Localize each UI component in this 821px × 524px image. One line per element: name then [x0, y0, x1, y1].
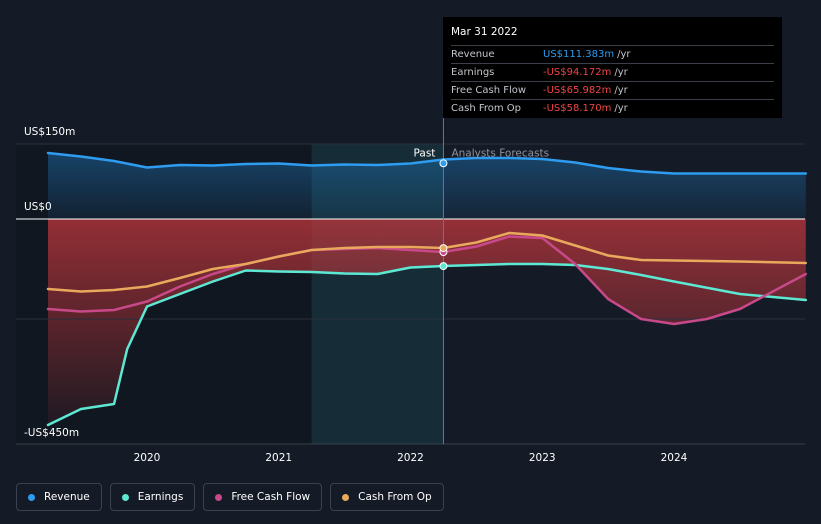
legend-label: Free Cash Flow	[231, 491, 311, 503]
y-tick-label: -US$450m	[24, 427, 79, 439]
tooltip-value: -US$65.982m	[543, 85, 612, 96]
forecast-label: Analysts Forecasts	[451, 148, 549, 160]
legend-dot-icon	[215, 493, 223, 501]
tooltip-value: -US$58.170m	[543, 103, 612, 114]
legend-item-cash-from-op[interactable]: Cash From Op	[330, 483, 444, 511]
legend-item-earnings[interactable]: Earnings	[109, 483, 196, 511]
legend-label: Cash From Op	[358, 491, 432, 503]
tooltip-unit: /yr	[614, 103, 628, 114]
x-tick-label: 2024	[661, 452, 688, 464]
tooltip-unit: /yr	[617, 49, 631, 60]
series-line-earnings	[46, 262, 808, 427]
highlight-point-earnings	[439, 262, 448, 271]
legend-label: Revenue	[44, 491, 90, 503]
y-tick-label: US$150m	[24, 126, 75, 138]
tooltip-unit: /yr	[614, 67, 628, 78]
highlight-point-revenue	[439, 159, 448, 168]
tooltip-label: Revenue	[451, 49, 495, 60]
legend-item-revenue[interactable]: Revenue	[16, 483, 102, 511]
series-line-revenue	[46, 151, 808, 175]
x-tick-label: 2021	[265, 452, 292, 464]
legend-item-free-cash-flow[interactable]: Free Cash Flow	[203, 483, 323, 511]
tooltip-value: -US$94.172m	[543, 67, 612, 78]
past-label: Past	[414, 148, 436, 160]
tooltip-row: Free Cash Flow -US$65.982m/yr	[451, 81, 774, 99]
x-tick-label: 2020	[134, 452, 161, 464]
highlight-point-cash-from-op	[439, 244, 448, 253]
tooltip-label: Earnings	[451, 67, 495, 78]
tooltip-row: Cash From Op -US$58.170m/yr	[451, 99, 774, 117]
series-line-free-cash-flow	[46, 235, 808, 326]
tooltip-row: Earnings -US$94.172m/yr	[451, 63, 774, 81]
tooltip-unit: /yr	[614, 85, 628, 96]
legend-label: Earnings	[137, 491, 184, 503]
data-tooltip: Mar 31 2022 Revenue US$111.383m/yr Earning…	[443, 17, 782, 118]
legend-dot-icon	[342, 493, 350, 501]
legend-dot-icon	[28, 493, 35, 501]
tooltip-row: Revenue US$111.383m/yr	[451, 45, 774, 63]
tooltip-value: US$111.383m	[543, 49, 615, 60]
x-tick-label: 2023	[529, 452, 556, 464]
tooltip-label: Free Cash Flow	[451, 85, 527, 96]
x-tick-label: 2022	[397, 452, 424, 464]
chart-legend: Revenue Earnings Free Cash Flow Cash From O…	[16, 483, 444, 511]
tooltip-date: Mar 31 2022	[451, 26, 518, 38]
y-tick-label: US$0	[24, 201, 52, 213]
tooltip-label: Cash From Op	[451, 103, 522, 114]
legend-dot-icon	[121, 493, 129, 501]
series-line-cash-from-op	[46, 231, 808, 293]
